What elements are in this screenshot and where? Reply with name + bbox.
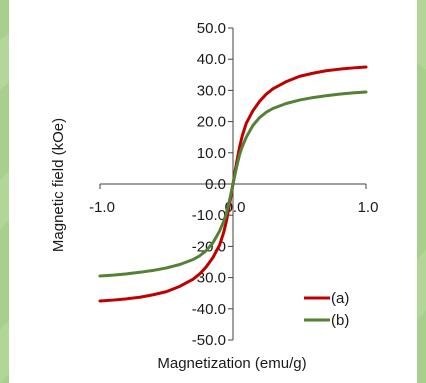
series-line-b xyxy=(98,90,368,278)
y-tick-label: -10.0 xyxy=(192,207,226,224)
legend-label: (b) xyxy=(331,312,349,329)
y-tick-labels: -50.0-40.0-30.0-20.0-10.00.010.020.030.0… xyxy=(192,20,226,349)
y-tick-label: -40.0 xyxy=(192,301,226,318)
legend-label: (a) xyxy=(331,290,349,307)
y-tick-label: 40.0 xyxy=(197,51,226,68)
y-tick-label: 0.0 xyxy=(205,176,226,193)
y-tick-label: 50.0 xyxy=(197,20,226,37)
x-axis-label: Magnetization (emu/g) xyxy=(157,355,306,372)
x-tick-label: -1.0 xyxy=(89,199,115,216)
y-tick-label: -30.0 xyxy=(192,270,226,287)
legend: (a) (b) xyxy=(304,290,349,329)
series-layer xyxy=(98,65,368,303)
x-tick-label: 1.0 xyxy=(358,199,379,216)
y-tick-label: 20.0 xyxy=(197,114,226,131)
chart-panel xyxy=(9,0,417,383)
x-tick-labels: -1.0 0.0 1.0 xyxy=(89,199,378,216)
y-tick-label: 30.0 xyxy=(197,82,226,99)
y-axis-label: Magnetic field (kOe) xyxy=(50,118,67,252)
y-tick-label: 10.0 xyxy=(197,145,226,162)
y-tick-label: -50.0 xyxy=(192,332,226,349)
